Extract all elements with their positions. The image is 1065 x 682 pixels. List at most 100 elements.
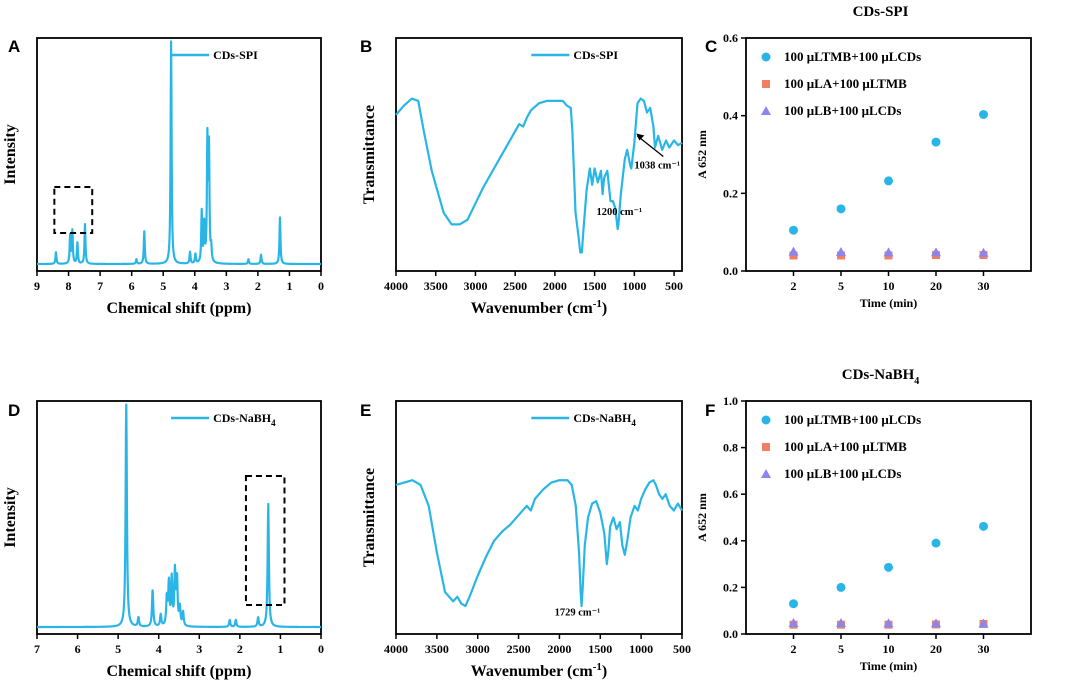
panel-a: A 9 8 7 6 5 4 3 2 1 0 Chemical shift (ppm) Intensity… [2, 37, 324, 317]
data-point-circle [836, 582, 846, 592]
panel-label: F [705, 401, 715, 420]
x-tick-label: 4000 [384, 642, 408, 656]
legend-marker-square [762, 443, 770, 451]
y-tick-label: 0.8 [723, 441, 738, 455]
data-point-circle [931, 538, 941, 548]
x-tick-label: 3000 [466, 642, 490, 656]
plot-frame [395, 37, 683, 272]
x-tick-label: 3000 [463, 279, 487, 293]
legend-label: 100 μLA+100 μLTMB [784, 76, 907, 91]
data-point-triangle [883, 247, 894, 257]
x-tick-label: 4 [156, 642, 162, 656]
annotation-arrowhead [636, 133, 645, 141]
y-axis-label: Intensity [2, 124, 19, 184]
y-tick-label: 0.6 [723, 31, 738, 45]
y-axis-label: Intensity [2, 487, 19, 547]
x-axis-label: Chemical shift (ppm) [107, 663, 252, 680]
x-tick-label: 1 [286, 279, 292, 293]
x-tick-label: 4 [192, 279, 198, 293]
x-axis-label: Time (min) [860, 659, 917, 673]
x-tick-label: 0 [318, 279, 324, 293]
data-point-circle [884, 176, 893, 186]
x-tick-label: 1 [277, 642, 283, 656]
chart-title: CDs-SPI [853, 4, 909, 20]
x-tick-label: 10 [883, 642, 895, 656]
data-point-triangle [931, 618, 941, 628]
legend-label: CDs-SPI [573, 48, 618, 62]
x-tick-label: 7 [34, 642, 40, 656]
legend-label: 100 μLTMB+100 μLCDs [784, 412, 921, 427]
data-point-triangle [788, 246, 799, 256]
x-axis-label: Chemical shift (ppm) [107, 300, 252, 317]
data-point-triangle [978, 618, 989, 628]
x-axis-label-sup: -1 [593, 298, 602, 310]
annotation-arrow [636, 135, 664, 157]
y-tick-label: 1.0 [723, 394, 738, 408]
x-tick-label: 5 [838, 642, 844, 656]
x-tick-label: 5 [838, 279, 844, 293]
data-point-circle [884, 562, 893, 572]
y-axis-label: A 652 nm [695, 130, 709, 179]
data-point-circle [979, 110, 988, 120]
plot-frame [395, 400, 683, 635]
data-point-circle [931, 137, 941, 147]
plot-frame [745, 37, 1032, 272]
spectrum-line [395, 97, 683, 254]
legend-label: CDs-SPI [213, 48, 258, 62]
highlight-box [53, 186, 94, 234]
x-axis-label: Time (min) [860, 296, 917, 310]
x-tick-label: 3500 [425, 642, 449, 656]
x-tick-label: 2500 [507, 642, 531, 656]
y-axis-label: Transmittance [361, 105, 378, 204]
panel-label: C [705, 37, 717, 56]
x-tick-label: 500 [673, 642, 691, 656]
x-tick-label: 20 [930, 642, 942, 656]
plot-frame [745, 400, 1032, 635]
panel-label: E [360, 401, 371, 420]
y-tick-label: 0.0 [723, 264, 738, 278]
x-tick-label: 3 [196, 642, 202, 656]
x-tick-label: 9 [34, 279, 40, 293]
legend-marker-triangle [761, 469, 771, 478]
data-point-triangle [836, 246, 846, 256]
legend-subscript: 4 [631, 418, 636, 428]
plot-frame [36, 400, 322, 635]
x-tick-label: 30 [978, 642, 990, 656]
data-point-triangle [836, 618, 846, 628]
y-tick-label: 0.4 [723, 109, 738, 123]
spectrum-line [395, 479, 683, 608]
data-point-circle [836, 204, 846, 214]
data-point-circle [789, 599, 798, 609]
x-tick-label: 3 [223, 279, 229, 293]
x-tick-label: 1500 [583, 279, 607, 293]
legend-marker-circle [761, 415, 771, 425]
x-axis-label-close: ) [602, 663, 607, 680]
y-tick-label: 0.6 [723, 487, 738, 501]
y-tick-label: 0.2 [723, 580, 738, 594]
x-tick-label: 6 [75, 642, 81, 656]
x-tick-label: 5 [160, 279, 166, 293]
annotation-label: 1038 cm⁻¹ [634, 160, 680, 171]
x-tick-label: 20 [930, 279, 942, 293]
y-tick-label: 0.0 [723, 627, 738, 641]
x-tick-label: 3500 [424, 279, 448, 293]
x-tick-label: 1000 [622, 279, 646, 293]
x-tick-label: 2 [237, 642, 243, 656]
x-tick-label: 7 [97, 279, 103, 293]
x-tick-label: 2000 [543, 279, 567, 293]
plot-frame [36, 37, 322, 272]
y-tick-label: 0.2 [723, 186, 738, 200]
title-subscript: 4 [914, 376, 919, 387]
y-axis-label: A 652 nm [695, 493, 709, 542]
x-tick-label: 4000 [384, 279, 408, 293]
x-tick-label: 2 [791, 642, 797, 656]
x-tick-label: 10 [883, 279, 895, 293]
panel-d: D 7 6 5 4 3 2 1 0 Chemical shift (ppm) Intensity CD… [2, 400, 324, 680]
data-point-triangle [978, 247, 989, 257]
x-tick-label: 0 [318, 642, 324, 656]
panel-b: B 4000 3500 3000 2500 2000 1500 1000 500 Wavenumb… [360, 37, 683, 317]
highlight-box [244, 475, 286, 606]
legend-marker-square [762, 80, 770, 88]
panel-e: E 4000 3500 3000 2500 2000 1500 1000 500 Wavenumb… [360, 400, 691, 680]
